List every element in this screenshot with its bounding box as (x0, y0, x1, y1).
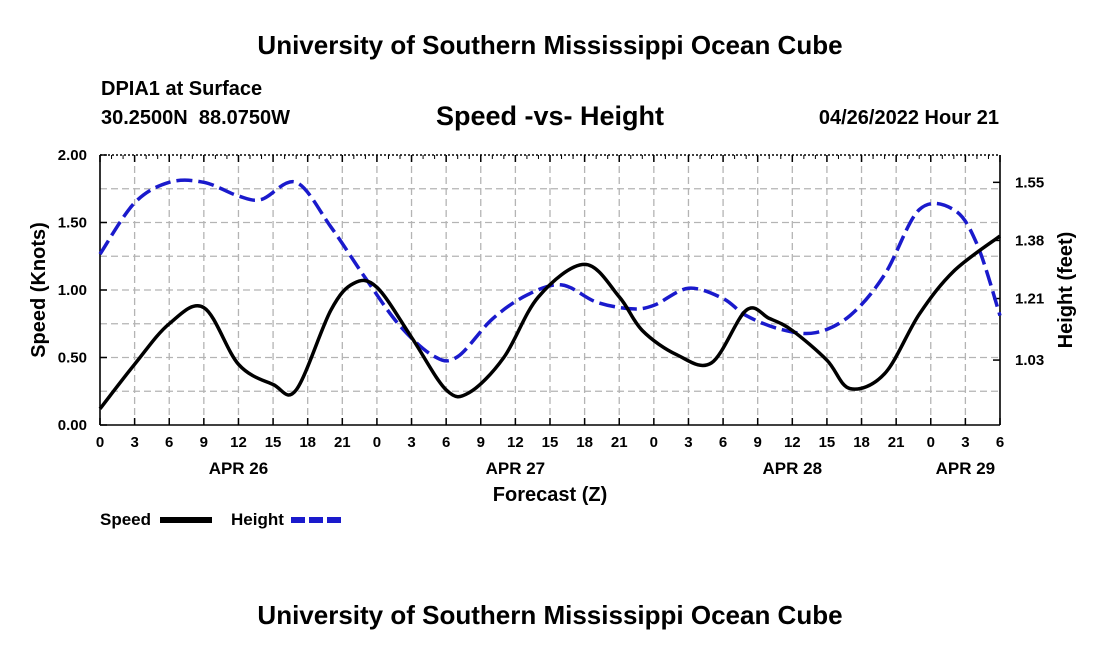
x-tick-label: 3 (130, 434, 138, 451)
date-label: APR 28 (763, 459, 823, 478)
forecast-datetime: 04/26/2022 Hour 21 (819, 107, 999, 129)
chart-title: Speed -vs- Height (436, 101, 664, 131)
y-tick-label: 2.00 (58, 147, 87, 164)
x-tick-labels: 0 3 6 9 12 15 18 21 0 3 6 9 12 15 18 21 0 3 6 9 12 15 18 21 0 3 6 (96, 434, 1004, 451)
station-label: DPIA1 at Surface (101, 78, 262, 100)
legend: Speed Height (100, 510, 343, 529)
x-tick-label: 12 (230, 434, 247, 451)
y-tick-label: 0.00 (58, 417, 87, 434)
footer-title: University of Southern Mississippi Ocean… (257, 600, 842, 630)
x-tick-label: 18 (299, 434, 316, 451)
x-tick-label: 3 (407, 434, 415, 451)
x-tick-label: 6 (996, 434, 1004, 451)
y-axis-title: Speed (Knots) (28, 222, 50, 358)
y2-tick-labels: 1.03 1.21 1.38 1.55 (1015, 174, 1044, 369)
x-tick-label: 0 (927, 434, 935, 451)
axes (99, 154, 1001, 426)
y-tick-label: 0.50 (58, 350, 87, 367)
y2-tick-label: 1.38 (1015, 232, 1044, 249)
height-series-line (98, 178, 1002, 363)
y-tick-label: 1.50 (58, 215, 87, 232)
y2-axis-title: Height (feet) (1055, 232, 1077, 349)
x-tick-label: 3 (961, 434, 969, 451)
grid-lines (100, 155, 1000, 425)
x-tick-label: 21 (611, 434, 628, 451)
x-tick-label: 3 (684, 434, 692, 451)
y2-tick-label: 1.03 (1015, 352, 1044, 369)
x-tick-label: 6 (165, 434, 173, 451)
x-tick-label: 6 (719, 434, 727, 451)
series-lines (98, 178, 1002, 410)
x-tick-label: 9 (477, 434, 485, 451)
x-tick-label: 0 (650, 434, 658, 451)
x-tick-label: 12 (507, 434, 524, 451)
y2-tick-label: 1.55 (1015, 174, 1044, 191)
y-tick-labels: 0.00 0.50 1.00 1.50 2.00 (58, 147, 87, 434)
x-tick-label: 21 (334, 434, 351, 451)
date-label: APR 29 (936, 459, 996, 478)
date-label: APR 26 (209, 459, 269, 478)
x-tick-label: 9 (200, 434, 208, 451)
date-labels: APR 26 APR 27 APR 28 APR 29 (209, 459, 995, 478)
x-tick-label: 12 (784, 434, 801, 451)
x-tick-label: 9 (754, 434, 762, 451)
speed-series-line (98, 234, 1002, 410)
page-title: University of Southern Mississippi Ocean… (257, 30, 842, 60)
date-label: APR 27 (486, 459, 546, 478)
y-tick-label: 1.00 (58, 282, 87, 299)
y2-tick-label: 1.21 (1015, 291, 1044, 308)
x-tick-label: 18 (853, 434, 870, 451)
x-tick-label: 6 (442, 434, 450, 451)
x-tick-label: 21 (888, 434, 905, 451)
legend-height-label: Height (231, 510, 284, 529)
x-tick-label: 18 (576, 434, 593, 451)
coordinates-label: 30.2500N 88.0750W (101, 107, 290, 129)
x-tick-label: 0 (373, 434, 381, 451)
x-tick-label: 0 (96, 434, 104, 451)
x-tick-label: 15 (819, 434, 836, 451)
x-axis-title: Forecast (Z) (493, 484, 607, 506)
legend-speed-label: Speed (100, 510, 151, 529)
x-tick-label: 15 (542, 434, 559, 451)
x-tick-label: 15 (265, 434, 282, 451)
